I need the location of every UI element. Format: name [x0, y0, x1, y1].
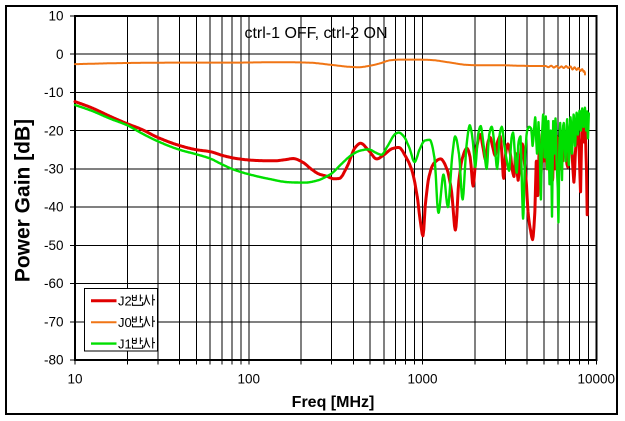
svg-text:-80: -80 [44, 353, 64, 368]
svg-text:10000: 10000 [578, 372, 616, 387]
svg-text:-10: -10 [44, 85, 64, 100]
svg-text:J0: J0 [118, 315, 132, 330]
svg-text:-40: -40 [44, 200, 64, 215]
svg-text:-20: -20 [44, 123, 64, 138]
svg-text:-70: -70 [44, 314, 64, 329]
svg-text:ctrl-1 OFF, ctrl-2 ON: ctrl-1 OFF, ctrl-2 ON [244, 25, 387, 42]
svg-text:Freq [MHz]: Freq [MHz] [292, 394, 375, 411]
svg-text:1000: 1000 [407, 372, 437, 387]
svg-text:10: 10 [67, 372, 82, 387]
svg-text:Power Gain [dB]: Power Gain [dB] [12, 119, 35, 282]
svg-text:-60: -60 [44, 276, 64, 291]
svg-text:-50: -50 [44, 238, 64, 253]
svg-text:10: 10 [48, 9, 63, 24]
svg-text:-30: -30 [44, 162, 64, 177]
svg-text:J2: J2 [118, 293, 132, 308]
svg-text:0: 0 [56, 47, 64, 62]
svg-text:J1: J1 [118, 336, 132, 351]
svg-text:100: 100 [238, 372, 261, 387]
